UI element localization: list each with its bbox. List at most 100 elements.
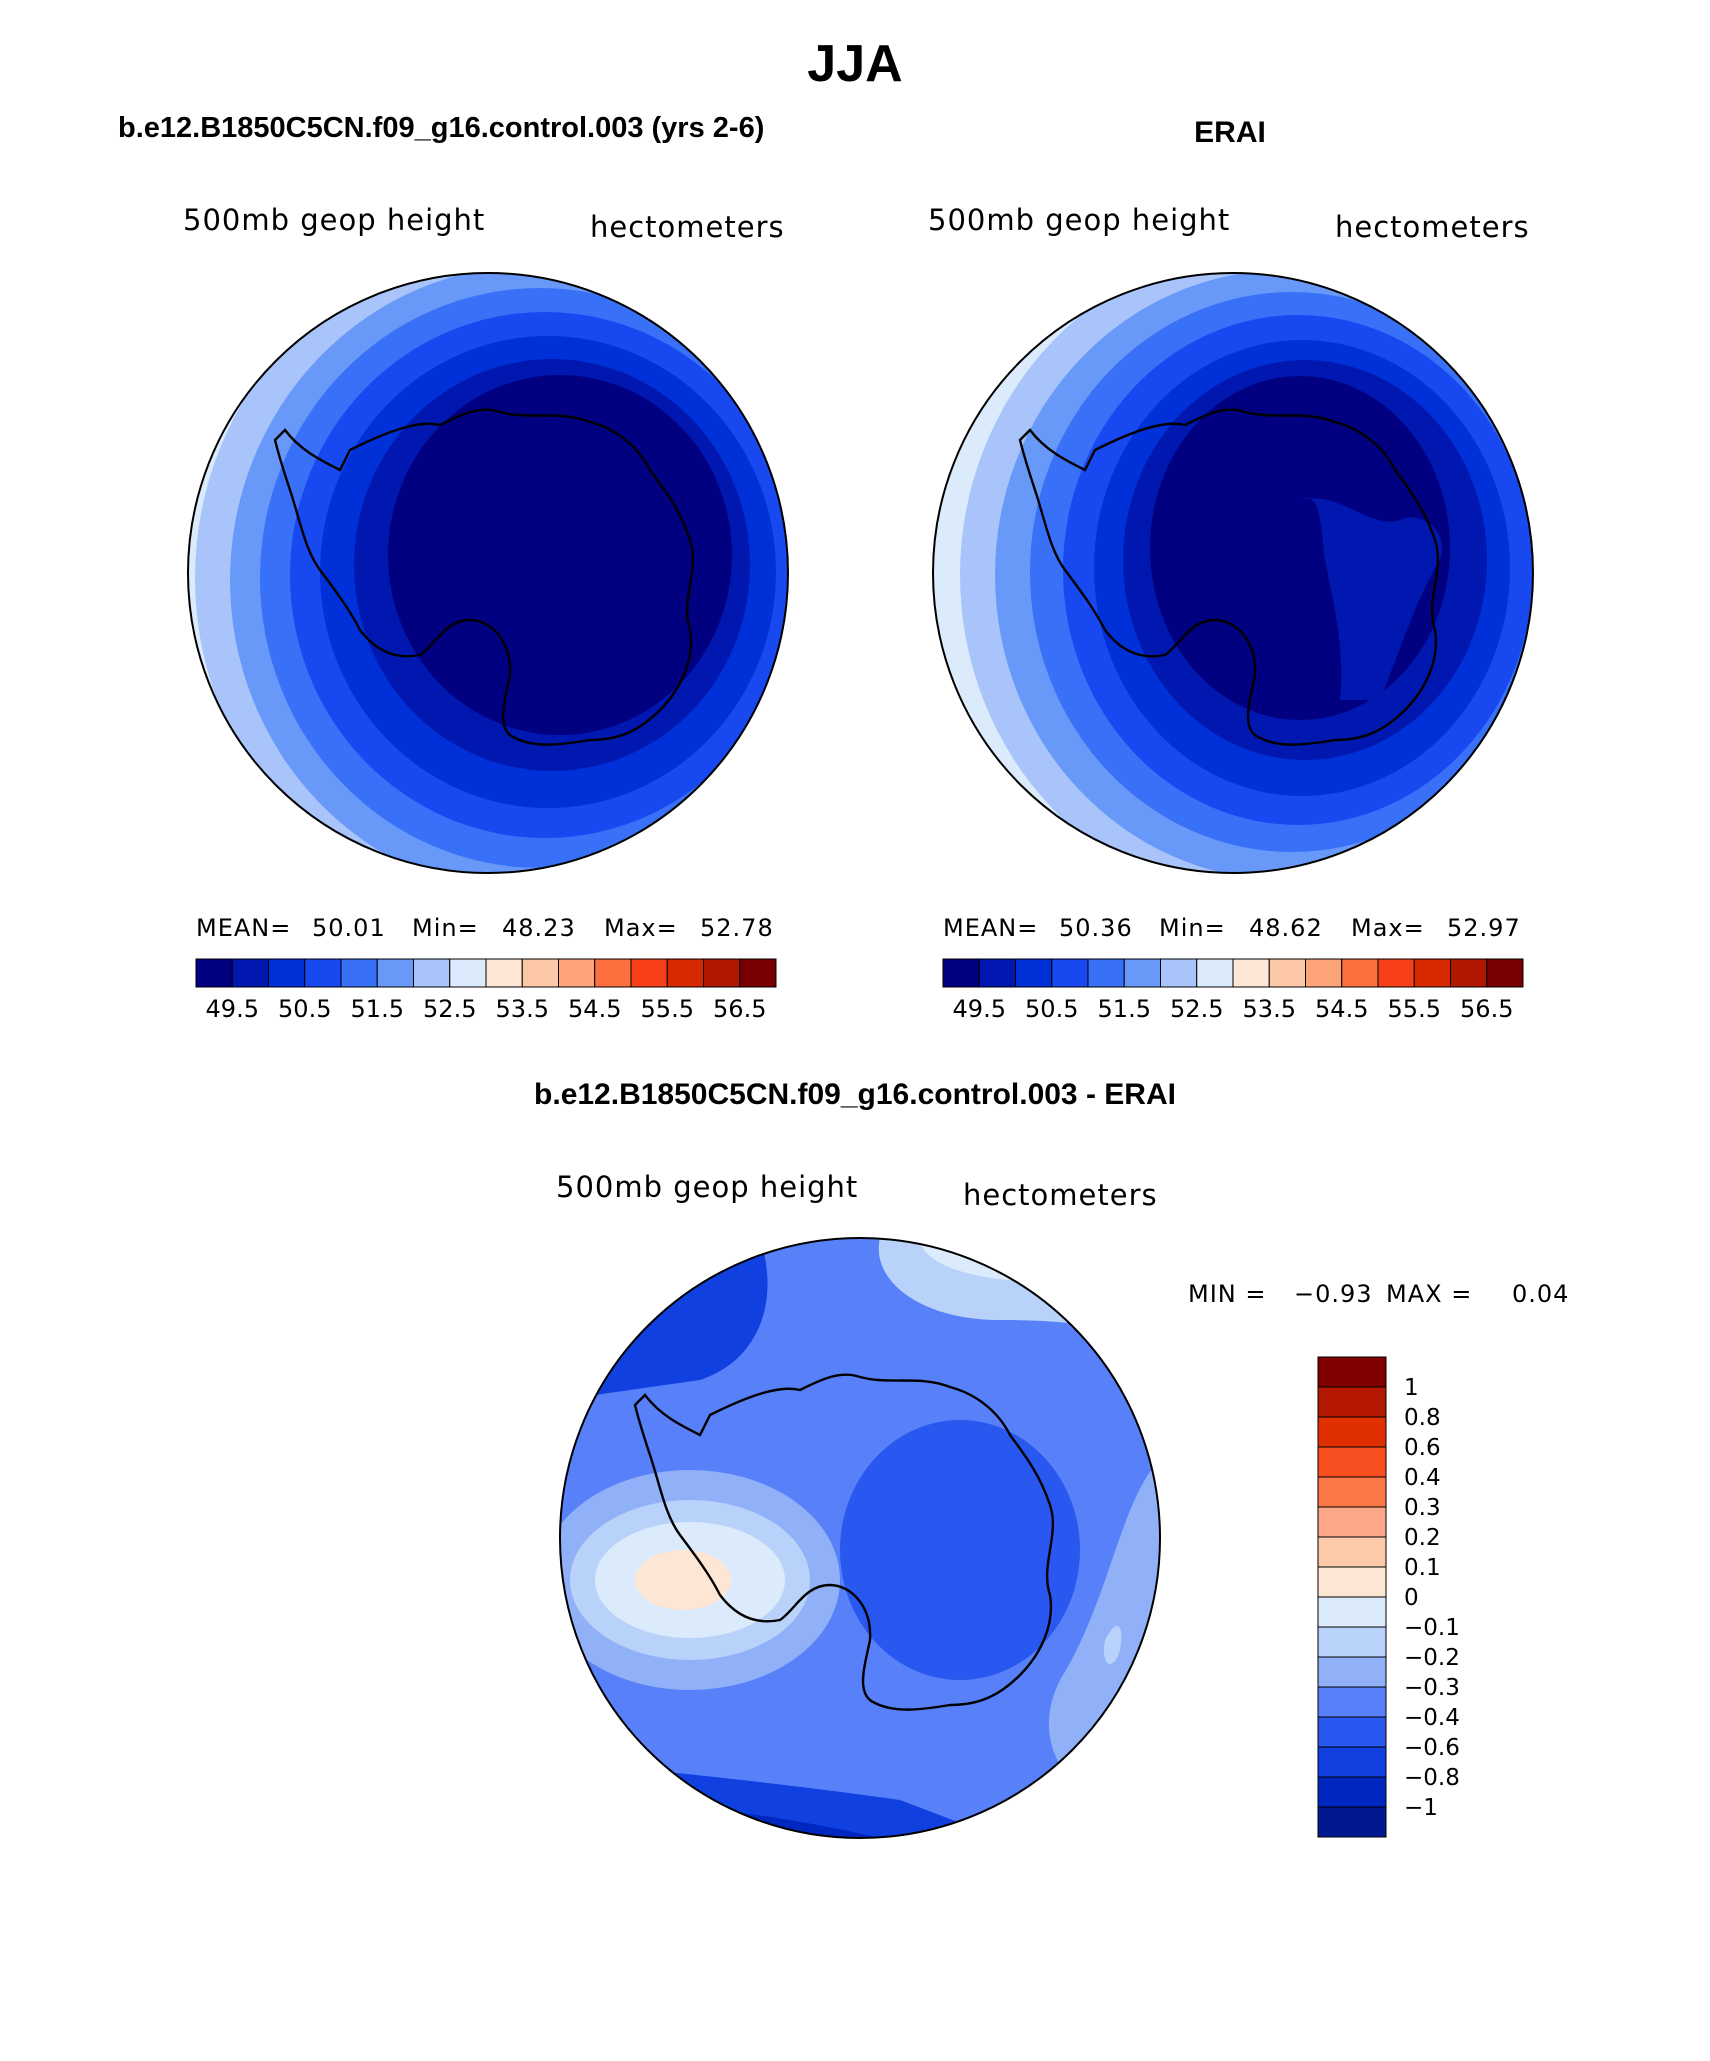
diff-colorbar-box xyxy=(1317,1686,1387,1718)
right-units-label: hectometers xyxy=(1335,210,1530,244)
left-colorbar-box xyxy=(521,958,559,988)
diff-colorbar-box xyxy=(1317,1776,1387,1808)
diff-colorbar-box xyxy=(1317,1716,1387,1748)
left-units-label: hectometers xyxy=(590,210,785,244)
left-colorbar-box xyxy=(630,958,668,988)
diff-colorbar-box xyxy=(1317,1386,1387,1418)
right-field-label: 500mb geop height xyxy=(928,203,1231,237)
diff-colorbar-label: −0.4 xyxy=(1404,1705,1460,1731)
left-colorbar: 49.5 50.5 51.5 52.5 53.5 54.5 55.5 56.5 xyxy=(195,958,777,1023)
diff-colorbar-label: −0.1 xyxy=(1404,1615,1460,1641)
left-colorbar-box xyxy=(413,958,451,988)
diff-colorbar-box xyxy=(1317,1446,1387,1478)
left-min-value: 48.23 xyxy=(502,914,576,942)
right-colorbar-label: 49.5 xyxy=(953,995,1006,1023)
left-colorbar-label: 52.5 xyxy=(423,995,476,1023)
right-mean-value: 50.36 xyxy=(1059,914,1133,942)
diff-colorbar-label: −0.2 xyxy=(1404,1645,1460,1671)
diff-colorbar-box xyxy=(1317,1746,1387,1778)
right-map xyxy=(933,273,1533,873)
right-colorbar-box xyxy=(1268,958,1306,988)
right-colorbar-label: 53.5 xyxy=(1243,995,1296,1023)
diff-map-border xyxy=(559,1237,1161,1839)
diff-colorbar-label: −0.3 xyxy=(1404,1675,1460,1701)
diff-panel-title: b.e12.B1850C5CN.f09_g16.control.003 - ER… xyxy=(534,1078,1176,1111)
right-colorbar-box xyxy=(1486,958,1524,988)
diff-colorbar-label: 0.8 xyxy=(1404,1405,1441,1431)
right-colorbar-box xyxy=(942,958,980,988)
diff-colorbar: 1 0.8 0.6 0.4 0.3 0.2 0.1 0 −0.1 −0.2 −0.3 −0.4 −0.6… xyxy=(1317,1356,1460,1838)
diff-colorbar-box xyxy=(1317,1806,1387,1838)
right-colorbar-label: 56.5 xyxy=(1460,995,1513,1023)
diff-colorbar-label: −0.8 xyxy=(1404,1765,1460,1791)
right-colorbar-box xyxy=(978,958,1016,988)
right-colorbar-label: 54.5 xyxy=(1315,995,1368,1023)
left-colorbar-box xyxy=(340,958,378,988)
left-colorbar-box xyxy=(449,958,487,988)
left-colorbar-box xyxy=(666,958,704,988)
diff-colorbar-box xyxy=(1317,1626,1387,1658)
diff-colorbar-box xyxy=(1317,1416,1387,1448)
right-colorbar-box xyxy=(1015,958,1053,988)
diff-colorbar-box xyxy=(1317,1476,1387,1508)
left-colorbar-label: 55.5 xyxy=(641,995,694,1023)
left-colorbar-label: 56.5 xyxy=(713,995,766,1023)
left-colorbar-box xyxy=(558,958,596,988)
right-colorbar-box xyxy=(1123,958,1161,988)
right-colorbar: 49.5 50.5 51.5 52.5 53.5 54.5 55.5 56.5 xyxy=(942,958,1524,1023)
page-title: JJA xyxy=(807,35,903,93)
right-colorbar-box xyxy=(1232,958,1270,988)
right-colorbar-box xyxy=(1413,958,1451,988)
diff-colorbar-label: −1 xyxy=(1404,1795,1438,1821)
left-colorbar-box xyxy=(195,958,233,988)
diff-field-label: 500mb geop height xyxy=(556,1170,859,1204)
diff-max-label: MAX = xyxy=(1386,1280,1473,1308)
left-min-label: Min= xyxy=(412,914,479,942)
diff-colorbar-box xyxy=(1317,1656,1387,1688)
left-panel-title: b.e12.B1850C5CN.f09_g16.control.003 (yrs… xyxy=(118,112,765,144)
left-colorbar-box xyxy=(376,958,414,988)
diff-colorbar-label: 0 xyxy=(1404,1585,1419,1611)
left-colorbar-box xyxy=(268,958,306,988)
diff-max-value: 0.04 xyxy=(1512,1280,1570,1308)
diff-colorbar-label: 0.3 xyxy=(1404,1495,1441,1521)
right-colorbar-box xyxy=(1341,958,1379,988)
left-max-label: Max= xyxy=(604,914,678,942)
diff-colorbar-label: 1 xyxy=(1404,1375,1419,1401)
right-colorbar-box xyxy=(1160,958,1198,988)
left-mean-value: 50.01 xyxy=(312,914,386,942)
right-min-value: 48.62 xyxy=(1249,914,1323,942)
left-colorbar-box xyxy=(231,958,269,988)
left-colorbar-box xyxy=(703,958,741,988)
right-colorbar-label: 51.5 xyxy=(1098,995,1151,1023)
right-colorbar-label: 50.5 xyxy=(1025,995,1078,1023)
left-max-value: 52.78 xyxy=(700,914,774,942)
right-colorbar-box xyxy=(1196,958,1234,988)
diff-min-label: MIN = xyxy=(1188,1280,1267,1308)
left-map-border xyxy=(187,272,789,874)
right-max-value: 52.97 xyxy=(1447,914,1521,942)
diff-colorbar-box xyxy=(1317,1596,1387,1628)
right-colorbar-box xyxy=(1377,958,1415,988)
right-colorbar-label: 52.5 xyxy=(1170,995,1223,1023)
diff-colorbar-label: 0.6 xyxy=(1404,1435,1441,1461)
left-colorbar-box xyxy=(485,958,523,988)
left-mean-label: MEAN= xyxy=(196,914,292,942)
left-map xyxy=(188,273,788,873)
right-map-border xyxy=(932,272,1534,874)
left-colorbar-label: 50.5 xyxy=(278,995,331,1023)
left-colorbar-label: 54.5 xyxy=(568,995,621,1023)
diff-units-label: hectometers xyxy=(963,1178,1158,1212)
right-min-label: Min= xyxy=(1159,914,1226,942)
diff-min-value: −0.93 xyxy=(1294,1280,1373,1308)
right-mean-label: MEAN= xyxy=(943,914,1039,942)
diff-colorbar-box xyxy=(1317,1566,1387,1598)
right-colorbar-box xyxy=(1051,958,1089,988)
diff-colorbar-label: 0.2 xyxy=(1404,1525,1441,1551)
left-colorbar-label: 49.5 xyxy=(206,995,259,1023)
left-colorbar-label: 51.5 xyxy=(351,995,404,1023)
left-field-label: 500mb geop height xyxy=(183,203,486,237)
diff-colorbar-label: 0.1 xyxy=(1404,1555,1441,1581)
right-colorbar-label: 55.5 xyxy=(1388,995,1441,1023)
